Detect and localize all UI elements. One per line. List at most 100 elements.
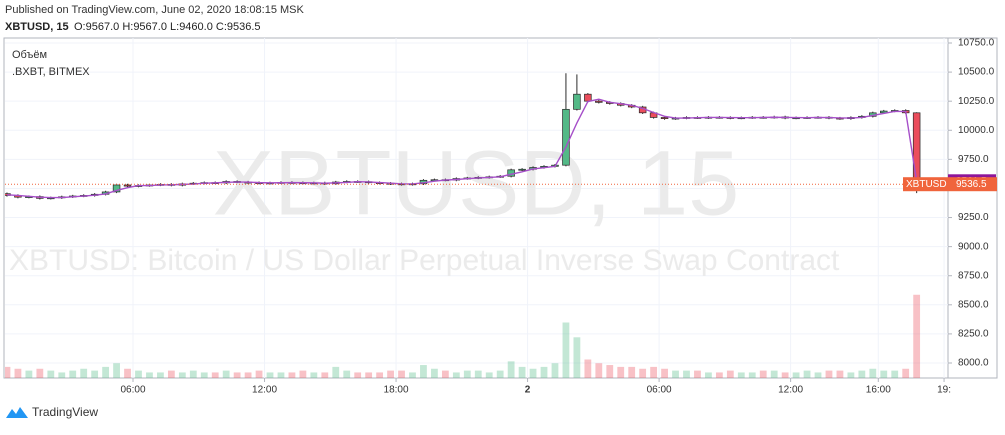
candle-body [562,108,570,166]
volume-bar [562,322,570,378]
volume-bar [299,370,307,378]
x-tick-label: 2 [525,385,531,396]
volume-bar [409,372,416,378]
volume-bar [5,366,11,378]
volume-bar [661,368,668,378]
volume-bar [814,372,822,378]
volume-bar [737,372,745,378]
volume-bar [387,370,394,378]
volume-bar [25,370,33,378]
volume-bar [178,372,186,378]
x-tick-label: 19: [937,385,951,396]
volume-bar [343,370,351,378]
volume-bar [14,368,22,378]
logo-icon [6,407,28,418]
volume-bar [157,372,164,378]
volume-bar [825,370,833,378]
volume-bar [705,372,712,378]
volume-bar [595,363,603,378]
volume-bar [310,372,318,378]
volume-bar [244,372,252,378]
y-tick-label: 9250.0 [958,212,989,223]
volume-bar [485,372,493,378]
volume-bar [233,372,241,378]
volume-bar [672,370,679,378]
volume-bar [474,370,482,378]
volume-bar [277,372,285,378]
volume-bar [463,370,471,378]
volume-bar [639,368,647,378]
volume-bar [321,372,329,378]
volume-bar [913,294,921,378]
volume-bar [617,366,625,378]
volume-bar [748,372,756,378]
volume-bar [902,368,910,378]
volume-bar [189,370,197,378]
candle-body [595,100,603,103]
x-tick-label: 18:00 [384,385,409,396]
volume-bar [102,366,110,378]
volume-bar [803,370,811,378]
volume-bar [58,372,66,378]
candle-body [912,112,921,185]
volume-bar [715,372,723,378]
volume-bar [770,370,778,378]
volume-bar [431,368,438,378]
axes: 8000.08250.08500.08750.09000.09250.09500… [120,38,997,396]
candle-body [660,117,669,119]
brand: TradingView [32,405,98,419]
candle-body [584,93,592,102]
volume-bar [69,370,77,378]
volume-bar [869,368,877,378]
volume-bar [792,372,800,378]
volume-bar [332,366,340,378]
volume-bar [847,372,855,378]
volume-bar [47,370,55,378]
y-tick-label: 10000.0 [958,125,995,136]
volume-bar [529,368,537,378]
y-tick-label: 8500.0 [958,299,989,310]
volume-bar [452,372,460,378]
volume-bar [781,372,789,378]
candle-body [518,168,526,171]
volume-bar [420,365,427,378]
source-name: .BXBT, BITMEX [12,66,90,78]
volume-bar [113,363,120,378]
volume-bar [836,370,844,378]
chart-frame [3,37,998,379]
volume-bar [124,368,131,378]
volume-bar [891,370,899,378]
volume-bar [36,368,44,378]
volume-bar [858,370,866,378]
volume-bar [211,372,219,378]
moving-average [6,98,918,199]
watermark-description: XBTUSD: Bitcoin / US Dollar Perpetual In… [9,244,840,277]
x-tick-label: 12:00 [778,385,803,396]
volume-bar [167,370,175,378]
y-tick-label: 9000.0 [958,241,989,252]
ohlc: O:9567.0 H:9567.0 L:9460.0 C:9536.5 [74,21,261,33]
volume-bar [726,370,734,378]
volume-bar [540,366,548,378]
y-tick-label: 8750.0 [958,270,989,281]
volume-bar [376,372,384,378]
volume-bar [255,370,263,378]
volume-bar [146,372,153,378]
volume-bar [91,370,99,378]
volume-bar [222,370,230,378]
grid [5,38,948,378]
volume-bar [507,361,515,378]
volume-bar [288,372,296,378]
candle-body [112,184,121,193]
volume-bar [606,365,614,378]
volume-bar [628,366,636,378]
volume-bar [365,372,373,378]
published-note: Published on TradingView.com, June 02, 2… [5,4,304,16]
volume-bar [650,366,658,378]
volume-bar [496,370,504,378]
footer-logo: TradingView [6,405,98,419]
candle-body [573,93,581,110]
candle-body [123,184,132,187]
